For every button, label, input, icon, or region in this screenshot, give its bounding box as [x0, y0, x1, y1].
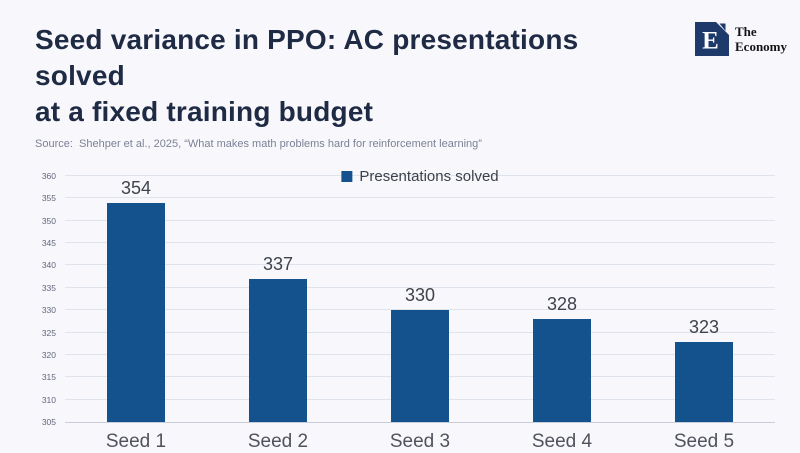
x-axis-label: Seed 1: [105, 431, 167, 452]
bar-group: 354: [65, 177, 207, 422]
gridline: [65, 175, 775, 176]
y-tick-label: 360: [41, 171, 56, 181]
y-tick-label: 350: [41, 215, 56, 226]
bar-group: 323: [633, 177, 775, 422]
brand-logo-icon: E: [695, 22, 729, 56]
bar-value-label: 337: [262, 253, 294, 274]
source-citation: Source: Shehper et al., 2025, “What make…: [35, 138, 482, 150]
x-axis-label: Seed 4: [531, 431, 593, 452]
bar-seed-1: [107, 202, 165, 422]
legend-label: Presentations solved: [359, 168, 499, 185]
bar-seed-5: [675, 341, 733, 422]
x-axis-label: Seed 3: [389, 431, 451, 452]
y-tick-label: 320: [41, 349, 56, 360]
gridline: [65, 219, 775, 221]
y-tick-label: 315: [41, 372, 56, 383]
gridline: [65, 197, 775, 199]
brand-logo: E The Economy: [695, 22, 787, 56]
plot-area: 360 355 350 345 340 335 330 325 320 315 310 305 354…: [42, 171, 775, 427]
legend-swatch-icon: [341, 171, 353, 182]
bar-value-label: 328: [546, 294, 578, 315]
bar-seed-3: [391, 310, 449, 422]
bar-value-label: 323: [688, 316, 720, 337]
gridline: [65, 264, 775, 266]
brand-name: The Economy: [735, 22, 787, 54]
page-title-line-2: at a fixed training budget: [35, 96, 374, 127]
bars-layer: 354 337 330 328 323: [65, 177, 775, 422]
gridline: [65, 242, 775, 244]
x-axis-label: Seed 5: [673, 431, 735, 452]
brand-name-line-1: The: [735, 24, 757, 39]
gridline: [65, 309, 775, 311]
x-axis-labels: Seed 1 Seed 2 Seed 3 Seed 4 Seed 5: [65, 431, 775, 453]
brand-name-line-2: Economy: [735, 38, 787, 54]
page-title-line-1: Seed variance in PPO: AC presentations s…: [35, 24, 579, 91]
y-tick-label: 340: [41, 260, 56, 271]
page-title: Seed variance in PPO: AC presentations s…: [35, 22, 660, 130]
y-tick-label: 345: [41, 238, 56, 249]
brand-letter: E: [702, 28, 719, 55]
bar-value-label: 354: [120, 177, 152, 198]
y-tick-label: 355: [41, 193, 56, 204]
y-tick-label: 330: [41, 305, 56, 316]
y-tick-label: 310: [41, 394, 56, 405]
bar-value-label: 330: [404, 285, 436, 306]
bar-group: 328: [491, 177, 633, 422]
bar-seed-4: [533, 319, 591, 422]
bar-seed-2: [249, 278, 307, 422]
y-tick-label: 335: [41, 282, 56, 293]
bar-group: 330: [349, 177, 491, 422]
chart-legend: Presentations solved: [341, 168, 499, 185]
bar-group: 337: [207, 177, 349, 422]
y-tick-label: 325: [41, 327, 56, 338]
y-tick-label: 305: [41, 417, 56, 427]
bar-chart: Presentations solved 360 355 350 345 340 335 3…: [42, 168, 775, 453]
gridline: [65, 286, 775, 288]
x-axis-label: Seed 2: [247, 431, 309, 452]
